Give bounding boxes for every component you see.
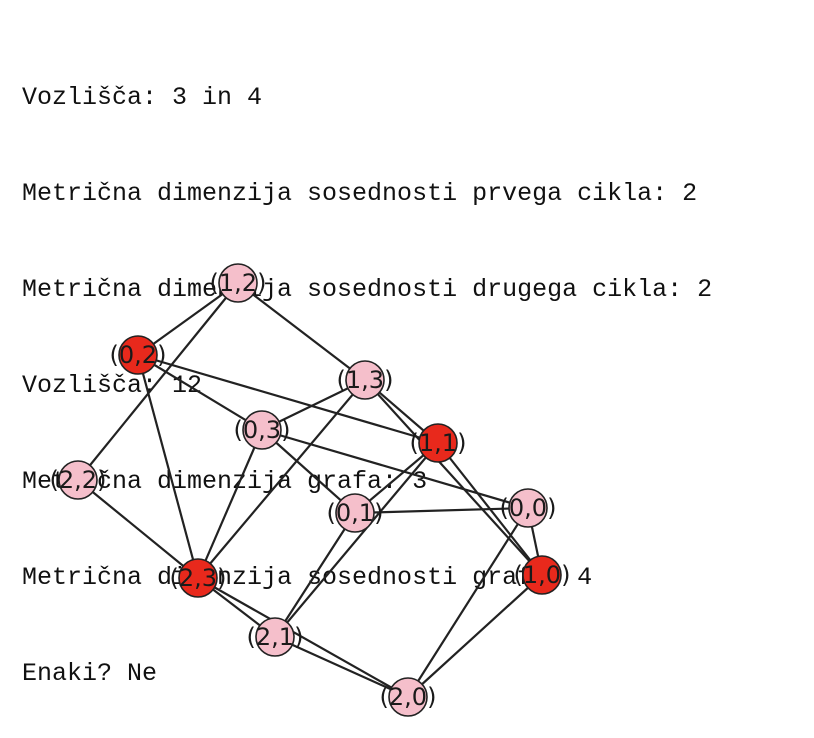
graph-node-circle: [418, 423, 458, 463]
graph-node-1-1: (1,1): [410, 423, 467, 463]
graph-node-circle: [522, 555, 562, 595]
graph-edge-2-2-to-2-3: [77, 479, 199, 579]
graph-node-2-0: (2,0): [380, 677, 437, 717]
graph-node-0-3: (0,3): [234, 410, 291, 450]
graph-edge-0-3-to-2-3: [196, 429, 264, 579]
output-line-equal: Enaki? Ne: [22, 659, 158, 688]
graph-node-circle: [335, 493, 375, 533]
graph-node-label: (1,1): [410, 429, 467, 457]
graph-node-label: (1,3): [337, 366, 394, 394]
graph-node-circle: [242, 410, 282, 450]
graph-edges: [77, 282, 544, 699]
graph-edge-1-3-to-1-0: [364, 379, 543, 576]
graph-node-label: (1,0): [514, 561, 571, 589]
graph-node-label: (0,2): [110, 341, 167, 369]
graph-node-label: (0,0): [500, 494, 557, 522]
graph-node-circle: [345, 360, 385, 400]
graph-node-1-3: (1,3): [337, 360, 394, 400]
output-line-graph-adjacency-dimension: Metrična dimenzija sosednosti grafa: 4: [22, 563, 593, 592]
graph-edge-0-1-to-2-1: [274, 512, 356, 638]
console-output: Vozlišča: 3 in 4 Metrična dimenzija sose…: [22, 18, 712, 722]
graph-node-label: (2,3): [170, 564, 227, 592]
graph-edge-0-2-to-2-3: [136, 354, 200, 579]
graph-node-0-0: (0,0): [500, 488, 557, 528]
graph-edge-1-1-to-2-1: [274, 442, 439, 638]
graph-node-label: (1,2): [210, 269, 267, 297]
output-line-vertices-cycles: Vozlišča: 3 in 4: [22, 83, 263, 112]
graph-node-label: (2,2): [50, 466, 107, 494]
graph-edge-0-3-to-0-1: [261, 429, 356, 514]
graph-node-label: (0,3): [234, 416, 291, 444]
graph-edge-1-3-to-2-3: [197, 379, 366, 579]
output-line-vertices-graph: Vozlišča: 12: [22, 371, 203, 400]
graph-edge-0-2-to-1-1: [137, 353, 439, 445]
graph-edge-2-1-to-2-0: [274, 635, 409, 699]
graph-node-circle: [58, 460, 98, 500]
graph-node-1-0: (1,0): [514, 555, 571, 595]
graph-node-circle: [118, 335, 158, 375]
graph-node-0-2: (0,2): [110, 335, 167, 375]
graph-edge-1-2-to-1-3: [237, 282, 366, 381]
graph-edge-0-1-to-0-0: [354, 506, 529, 515]
graph-node-0-1: (0,1): [327, 493, 384, 533]
graph-edge-1-2-to-0-2: [137, 282, 239, 356]
graph-edge-0-2-to-0-3: [137, 354, 263, 431]
graph-edge-0-3-to-0-0: [261, 428, 529, 510]
graph-node-1-2: (1,2): [210, 263, 267, 303]
graph-edge-1-2-to-2-2: [77, 282, 239, 481]
graph-edge-1-0-to-2-0: [407, 574, 543, 698]
output-line-first-cycle: Metrična dimenzija sosednosti prvega cik…: [22, 179, 698, 208]
graph-node-2-2: (2,2): [50, 460, 107, 500]
graph-node-label: (0,1): [327, 499, 384, 527]
graph-node-2-1: (2,1): [247, 617, 304, 657]
graph-node-label: (2,1): [247, 623, 304, 651]
graph-node-2-3: (2,3): [170, 558, 227, 598]
graph-nodes: (1,2) (0,2) (1,3) (0,3) (1,1) (2,2) (0,1) (0,0)…: [50, 263, 571, 717]
graph-node-circle: [388, 677, 428, 717]
graph-edge-2-3-to-2-0: [197, 577, 409, 698]
graph-edge-0-0-to-2-0: [407, 507, 529, 698]
graph-node-circle: [178, 558, 218, 598]
graph-node-circle: [508, 488, 548, 528]
graph-node-label: (2,0): [380, 683, 437, 711]
graph-node-circle: [218, 263, 258, 303]
graph-node-circle: [255, 617, 295, 657]
